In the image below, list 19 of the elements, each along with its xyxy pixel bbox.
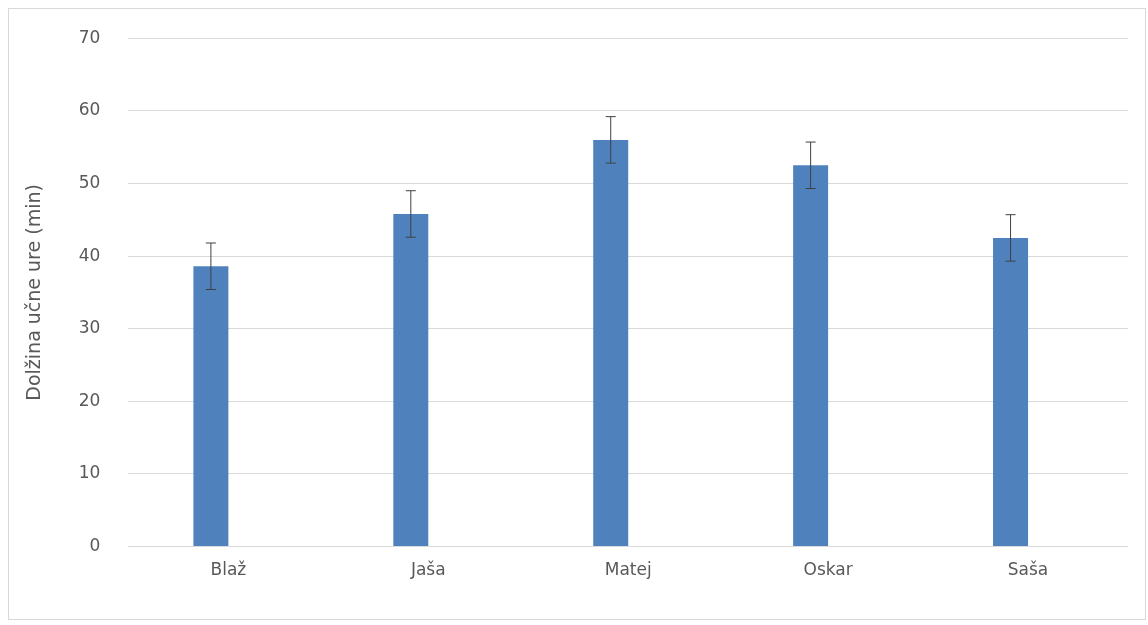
- x-tick-label: Blaž: [210, 559, 247, 580]
- y-tick-label: 40: [78, 244, 101, 265]
- bar: [393, 213, 429, 547]
- x-tick-label: Jaša: [409, 559, 446, 580]
- x-tick-label: Matej: [604, 559, 652, 580]
- x-tick-label: Saša: [1007, 559, 1049, 580]
- y-tick-label: 60: [78, 99, 101, 120]
- y-tick-label: 30: [78, 317, 101, 338]
- x-tick-label: Oskar: [803, 559, 853, 580]
- y-axis-title: Dolžina učne ure (min): [22, 184, 45, 401]
- y-tick-label: 10: [78, 462, 101, 483]
- y-tick-label: 20: [78, 389, 101, 410]
- bar: [793, 165, 829, 547]
- y-tick-label: 50: [78, 171, 101, 192]
- y-tick-label: 0: [89, 535, 101, 556]
- bar: [593, 139, 629, 547]
- bar: [193, 266, 229, 547]
- y-tick-label: 70: [78, 26, 101, 47]
- bar: [993, 237, 1029, 547]
